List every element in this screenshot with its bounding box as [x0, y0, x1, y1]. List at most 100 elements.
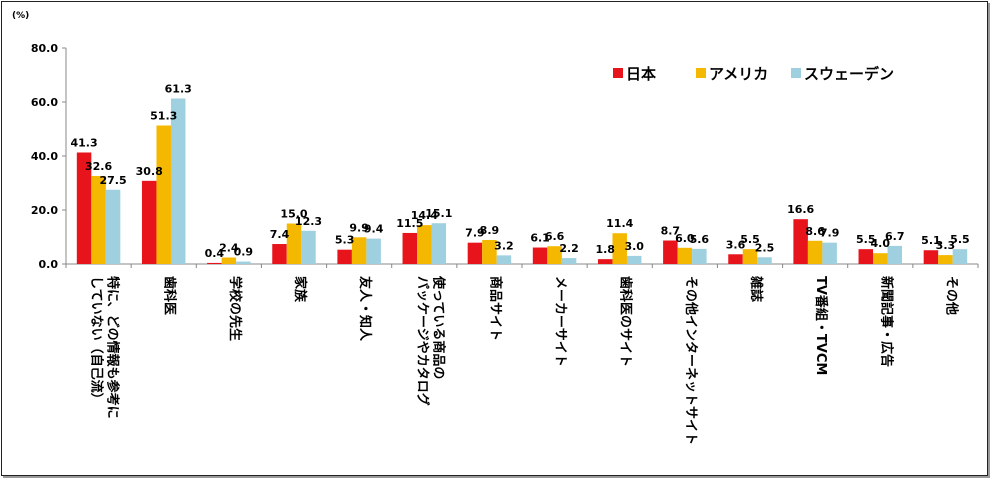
legend-swatch [613, 68, 623, 78]
bar [547, 246, 562, 264]
bar [873, 253, 888, 264]
data-label: 6.7 [885, 230, 905, 243]
bar [351, 237, 367, 264]
category-label: 使っている商品の [430, 275, 446, 379]
y-unit-label: (%) [12, 11, 29, 21]
data-labels: 41.3 30.8 0.4 7.4 5.3 11.5 7.9 6.1 1.8 8.7 3.6 16.6… [71, 82, 970, 259]
bar [236, 261, 251, 264]
bar [366, 238, 381, 264]
data-label: 32.6 [85, 160, 112, 173]
bar [170, 98, 186, 265]
data-label: 61.3 [165, 82, 192, 95]
data-label: 30.8 [136, 165, 163, 178]
category-label: TV番組・TVCM [813, 276, 829, 375]
data-label: 3.3 [936, 239, 956, 252]
bar [207, 262, 222, 264]
data-label: 8.9 [480, 224, 500, 237]
bar [337, 249, 352, 264]
bar [482, 239, 497, 264]
bar [757, 257, 772, 264]
category-label: 特に、どの情報も参考に [105, 276, 121, 419]
bar [76, 152, 92, 264]
data-label: 51.3 [150, 109, 177, 122]
data-label: 15.1 [425, 207, 452, 220]
data-label: 5.1 [921, 234, 941, 247]
data-label: 7.9 [820, 227, 840, 240]
data-label: 5.3 [335, 234, 355, 247]
bar [91, 175, 106, 264]
data-label: 14.4 [411, 209, 438, 222]
legend-label: 日本 [626, 65, 656, 83]
data-label: 2.2 [559, 242, 579, 255]
bar [793, 219, 808, 264]
category-label: 歯科医 [162, 276, 178, 315]
y-tick-label: 80.0 [31, 42, 58, 55]
category-label: 商品サイト [487, 276, 503, 341]
bar [742, 249, 758, 264]
data-label: 5.5 [740, 233, 760, 246]
bar [105, 189, 121, 264]
bar [431, 223, 447, 264]
bar [532, 247, 548, 264]
bar [286, 223, 302, 264]
bar [728, 254, 743, 264]
bar [612, 233, 627, 264]
data-label: 6.0 [675, 232, 695, 245]
data-label: 16.6 [787, 203, 814, 216]
category-label: メーカーサイト [553, 276, 568, 367]
data-label: 27.5 [100, 174, 127, 187]
bar [677, 247, 693, 264]
data-label: 6.6 [545, 230, 565, 243]
legend-swatch [791, 68, 801, 78]
bar [807, 240, 823, 264]
data-label: 2.4 [219, 242, 239, 255]
bar [692, 248, 707, 264]
bar [887, 245, 903, 264]
y-tick-label: 0.0 [39, 258, 59, 271]
bar [156, 125, 171, 265]
legend-label: スウェーデン [804, 65, 894, 83]
data-label: 0.9 [234, 246, 254, 259]
bar [467, 242, 483, 264]
data-label: 15.0 [280, 208, 307, 221]
category-label: 学校の先生 [227, 276, 243, 341]
bar [626, 255, 642, 264]
bar [858, 249, 874, 264]
data-label: 4.0 [871, 237, 891, 250]
category-label: 友人・知人 [357, 276, 373, 342]
y-tick-label: 40.0 [31, 150, 58, 163]
bar [923, 250, 939, 264]
category-label: 家族 [292, 276, 308, 303]
data-label: 0.4 [205, 247, 225, 260]
bars [76, 98, 968, 265]
data-label: 11.4 [606, 217, 633, 230]
data-label: 3.0 [624, 240, 644, 253]
category-label: その他 [943, 276, 959, 315]
category-label: その他インターネットサイト [683, 276, 699, 445]
data-label: 11.5 [396, 217, 423, 230]
y-tick-label: 20.0 [31, 204, 58, 217]
bar [496, 255, 512, 264]
bar [938, 255, 953, 264]
bar [417, 225, 432, 264]
data-label: 2.5 [755, 241, 775, 254]
legend-label: アメリカ [709, 65, 768, 83]
data-label: 1.8 [595, 243, 615, 256]
data-label: 41.3 [71, 136, 98, 149]
data-label: 6.1 [530, 232, 550, 245]
data-label: 7.4 [270, 228, 290, 241]
data-label: 9.9 [349, 221, 369, 234]
y-tick-label: 60.0 [31, 96, 58, 109]
bar [952, 249, 968, 264]
category-label: 雑誌 [748, 275, 764, 302]
bar [822, 242, 837, 264]
category-label: 新聞記事・広告 [878, 276, 894, 367]
category-label: 歯科医のサイト [618, 276, 634, 367]
bar [221, 257, 237, 264]
legend: 日本 アメリカ スウェーデン [613, 65, 894, 83]
data-label: 5.5 [856, 233, 876, 246]
data-label: 5.6 [690, 233, 710, 246]
data-label: 7.9 [465, 227, 485, 240]
